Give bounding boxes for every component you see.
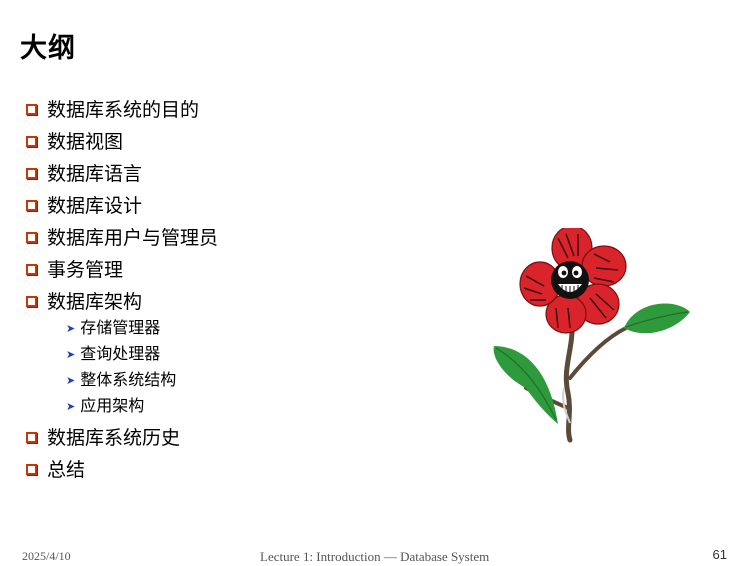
page-number: 61 (712, 547, 727, 562)
sub-item: ➤ 应用架构 (66, 394, 218, 420)
arrow-bullet-icon: ➤ (66, 400, 76, 413)
arrow-bullet-icon: ➤ (66, 348, 76, 361)
arrow-bullet-icon: ➤ (66, 374, 76, 387)
sub-item: ➤ 整体系统结构 (66, 368, 218, 394)
outline-item: 数据库系统历史 (26, 424, 218, 456)
outline-list: 数据库系统的目的 数据视图 数据库语言 数据库设计 数据库用户与管理员 事务管理… (26, 96, 218, 488)
sub-item-label: 应用架构 (80, 396, 145, 415)
sub-item: ➤ 存储管理器 (66, 316, 218, 342)
square-bullet-icon (26, 264, 37, 275)
outline-item: 总结 (26, 456, 218, 488)
outline-item: 数据库架构 ➤ 存储管理器 ➤ 查询处理器 ➤ 整体系统结构 ➤ 应用架构 (26, 288, 218, 424)
outline-item-label: 数据库设计 (47, 195, 143, 217)
square-bullet-icon (26, 432, 37, 443)
sub-item-label: 查询处理器 (80, 344, 161, 363)
square-bullet-icon (26, 136, 37, 147)
square-bullet-icon (26, 232, 37, 243)
sub-list: ➤ 存储管理器 ➤ 查询处理器 ➤ 整体系统结构 ➤ 应用架构 (26, 316, 218, 424)
outline-item: 数据库语言 (26, 160, 218, 192)
outline-item-label: 总结 (47, 459, 86, 481)
flower-illustration (493, 228, 690, 443)
outline-item-label: 数据库系统历史 (47, 427, 181, 449)
outline-item: 数据库系统的目的 (26, 96, 218, 128)
square-bullet-icon (26, 104, 37, 115)
sub-item: ➤ 查询处理器 (66, 342, 218, 368)
outline-item: 数据库用户与管理员 (26, 224, 218, 256)
outline-item-label: 数据视图 (47, 131, 124, 153)
outline-item-label: 事务管理 (47, 259, 124, 281)
outline-item-label: 数据库系统的目的 (47, 99, 200, 121)
square-bullet-icon (26, 168, 37, 179)
outline-item-label: 数据库语言 (47, 163, 143, 185)
footer-lecture-title: Lecture 1: Introduction — Database Syste… (260, 549, 490, 564)
outline-item-label: 数据库架构 (47, 291, 143, 313)
outline-item: 数据库设计 (26, 192, 218, 224)
square-bullet-icon (26, 296, 37, 307)
footer-date: 2025/4/10 (22, 549, 71, 563)
outline-item-label: 数据库用户与管理员 (47, 227, 219, 249)
slide-title: 大纲 (20, 33, 76, 64)
square-bullet-icon (26, 464, 37, 475)
outline-item: 事务管理 (26, 256, 218, 288)
outline-item: 数据视图 (26, 128, 218, 160)
sub-item-label: 存储管理器 (80, 318, 161, 337)
arrow-bullet-icon: ➤ (66, 322, 76, 335)
square-bullet-icon (26, 200, 37, 211)
sub-item-label: 整体系统结构 (80, 370, 177, 389)
